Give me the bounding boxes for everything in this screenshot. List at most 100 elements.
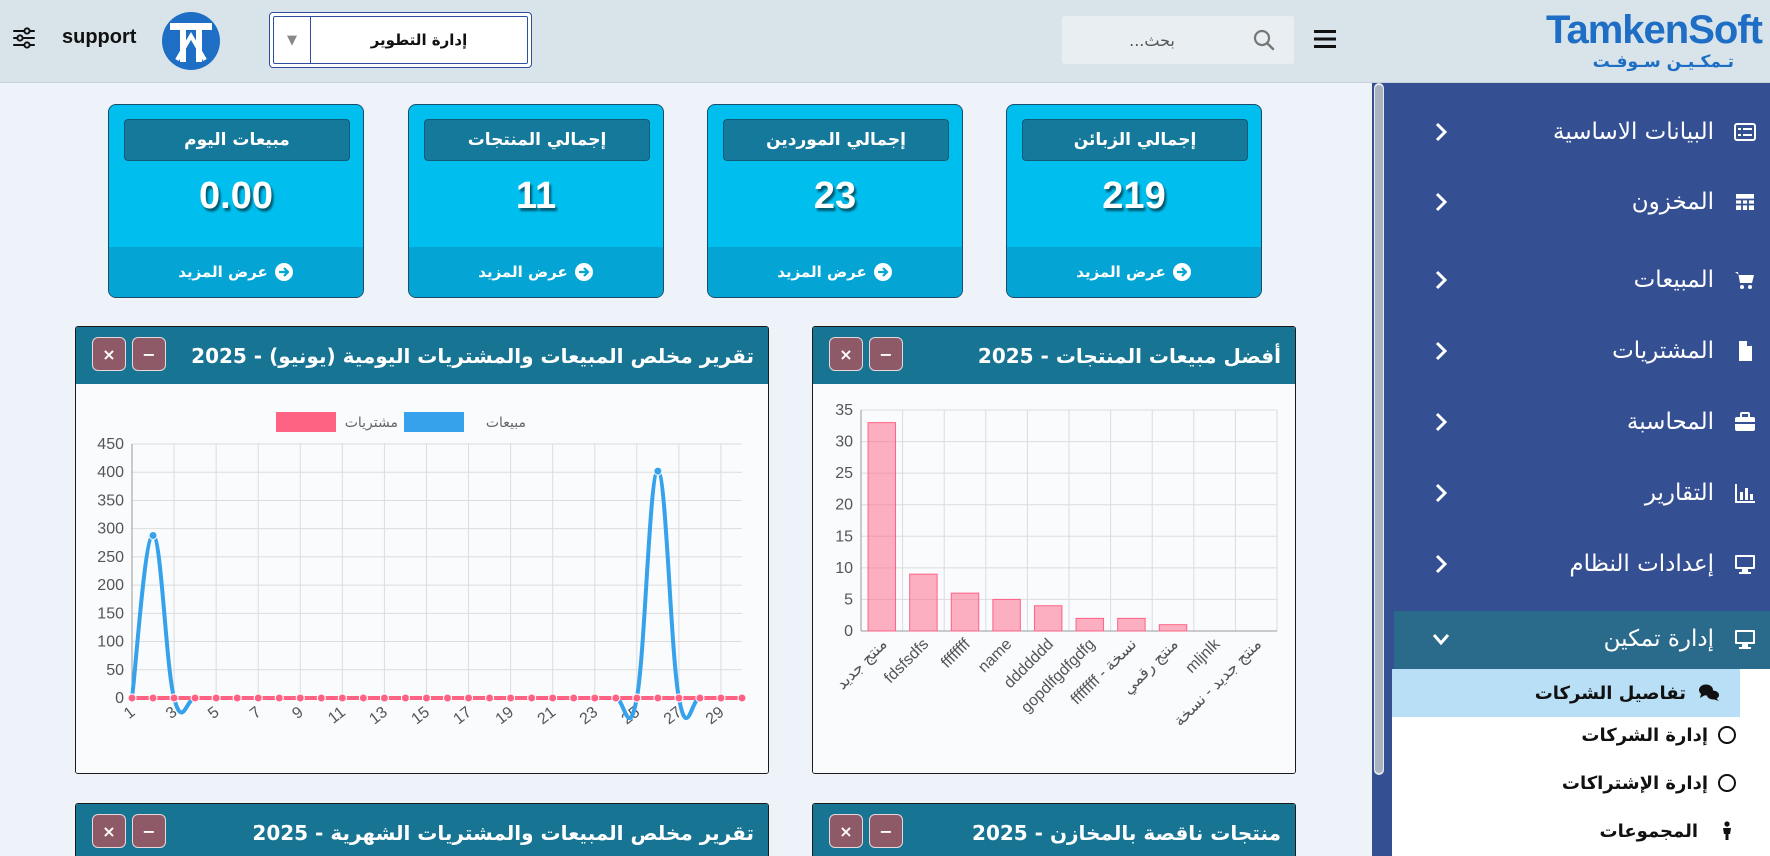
briefcase-icon (1735, 412, 1755, 431)
sidebar-item-accounting[interactable]: المحاسبة (1392, 394, 1770, 450)
sidebar-item-label: التقارير (1644, 480, 1714, 506)
sidebar-subitem-company-details[interactable]: تفاصيل الشركات (1392, 669, 1740, 717)
sidebar-subitem-subscriptions[interactable]: إدارة الإشتراكات (1392, 759, 1770, 807)
top-bar: support ▼ إدارة التطوير ...بحث TamkenSof… (0, 0, 1770, 83)
x-tick-label: 17 (451, 704, 476, 728)
y-tick-label: 400 (97, 464, 124, 481)
sidebar-item-sales[interactable]: المبيعات (1392, 252, 1770, 308)
user-name[interactable]: support (62, 26, 137, 48)
brand-logo[interactable]: TamkenSoft تـمكـيـن سـوفـت (1540, 8, 1763, 76)
scrollbar-thumb[interactable] (1375, 85, 1383, 773)
sidebar-item-inventory[interactable]: المخزون (1392, 174, 1770, 230)
data-point (421, 693, 431, 703)
data-point (253, 693, 263, 703)
close-button[interactable]: × (92, 337, 126, 371)
card-more-link[interactable]: عرض المزيد (708, 247, 962, 297)
y-tick-label: 10 (835, 560, 853, 577)
card-more-label: عرض المزيد (478, 263, 568, 281)
data-point (232, 693, 242, 703)
chevron-right-icon (1435, 122, 1448, 142)
data-point (148, 693, 158, 703)
minimize-button[interactable]: − (869, 814, 903, 848)
card-more-link[interactable]: عرض المزيد (109, 247, 363, 297)
series-line (130, 469, 742, 721)
x-tick-label: 29 (703, 704, 728, 728)
y-tick-label: 150 (97, 605, 124, 622)
hamburger-menu-icon[interactable] (1313, 28, 1337, 50)
sidebar-item-label: المشتريات (1612, 338, 1714, 364)
y-tick-label: 350 (97, 492, 124, 509)
y-tick-label: 5 (844, 591, 853, 608)
search-box[interactable]: ...بحث (1062, 16, 1294, 64)
bar (1117, 617, 1146, 632)
data-point (127, 693, 137, 703)
sidebar-item-tamkeen-admin[interactable]: إدارة تمكين (1394, 611, 1770, 669)
sidebar-scrollbar[interactable] (1374, 83, 1384, 775)
company-select[interactable]: ▼ إدارة التطوير (269, 12, 532, 68)
data-point (653, 693, 663, 703)
search-icon[interactable] (1252, 28, 1276, 52)
minimize-button[interactable]: − (869, 337, 903, 371)
arrow-circle-right-icon (274, 263, 293, 281)
x-tick-label: 13 (366, 704, 391, 728)
legend-swatch (276, 412, 336, 432)
data-point (737, 693, 747, 703)
y-tick-label: 20 (835, 497, 853, 514)
x-tick-label: ffffffff (938, 635, 974, 671)
panel-shortage-products: منتجات ناقصة بالمخازن - 2025 × − (812, 803, 1296, 856)
card-total-products: إجمالي المنتجات 11 عرض المزيد (408, 104, 664, 298)
panel-title: تقرير مخلص المبيعات والمشتريات الشهرية -… (252, 820, 754, 845)
close-button[interactable]: × (829, 337, 863, 371)
card-value: 23 (813, 175, 857, 217)
sidebar-item-basic-data[interactable]: البيانات الاساسية (1392, 104, 1770, 160)
bar (1075, 617, 1105, 632)
minimize-button[interactable]: − (132, 814, 166, 848)
sidebar-item-label: إدارة تمكين (1603, 626, 1714, 652)
card-total-suppliers: إجمالي الموردين 23 عرض المزيد (707, 104, 963, 298)
x-tick-label: 15 (408, 704, 433, 728)
y-tick-label: 30 (835, 434, 853, 451)
close-button[interactable]: × (92, 814, 126, 848)
chevron-down-icon[interactable]: ▼ (274, 17, 311, 63)
search-input[interactable]: ...بحث (1129, 30, 1175, 50)
chevron-right-icon (1435, 192, 1448, 212)
card-more-link[interactable]: عرض المزيد (1007, 247, 1261, 297)
chevron-right-icon (1435, 554, 1448, 574)
data-point (653, 466, 663, 476)
sidebar-subitem-companies[interactable]: إدارة الشركات (1392, 711, 1770, 759)
chevron-right-icon (1435, 412, 1448, 432)
y-tick-label: 200 (97, 577, 124, 594)
chevron-down-icon (1432, 634, 1450, 646)
sidebar-item-system-settings[interactable]: إعدادات النظام (1392, 536, 1770, 592)
card-today-sales: مبيعات اليوم 0.00 عرض المزيد (108, 104, 364, 298)
legend-swatch (404, 412, 464, 432)
shopping-cart-icon (1735, 272, 1754, 289)
company-avatar-icon[interactable] (160, 10, 222, 72)
sidebar-item-label: المخزون (1631, 189, 1714, 215)
y-tick-label: 300 (97, 521, 124, 538)
minimize-button[interactable]: − (132, 337, 166, 371)
data-point (590, 693, 600, 703)
x-tick-label: 1 (121, 704, 139, 723)
y-tick-label: 50 (106, 662, 124, 679)
panel-top-products: أفضل مبيعات المنتجات - 2025 × − 0 5 10 15 20… (812, 326, 1296, 774)
card-total-customers: إجمالي الزبائن 219 عرض المزيد (1006, 104, 1262, 298)
data-point (632, 693, 642, 703)
close-button[interactable]: × (829, 814, 863, 848)
settings-sliders-icon[interactable] (12, 26, 36, 50)
bar (909, 573, 938, 632)
sidebar-subitem-groups[interactable]: المجموعات (1392, 807, 1770, 855)
panel-header: أفضل مبيعات المنتجات - 2025 × − (813, 327, 1295, 384)
sidebar-item-label: إعدادات النظام (1569, 551, 1714, 577)
arrow-circle-right-icon (1172, 263, 1191, 281)
list-card-icon (1734, 123, 1756, 141)
y-tick-label: 15 (835, 528, 853, 545)
panel-body: 0 50 100 150 200 250 300 350 400 450 1 3 5 7 9 11 13 15 17… (76, 384, 768, 773)
bar (950, 592, 980, 632)
card-value: 11 (515, 175, 557, 217)
card-more-link[interactable]: عرض المزيد (409, 247, 663, 297)
y-tick-label: 25 (835, 465, 853, 482)
sidebar-item-purchases[interactable]: المشتريات (1392, 323, 1770, 379)
sidebar-item-reports[interactable]: التقارير (1392, 465, 1770, 521)
data-point (190, 693, 200, 703)
